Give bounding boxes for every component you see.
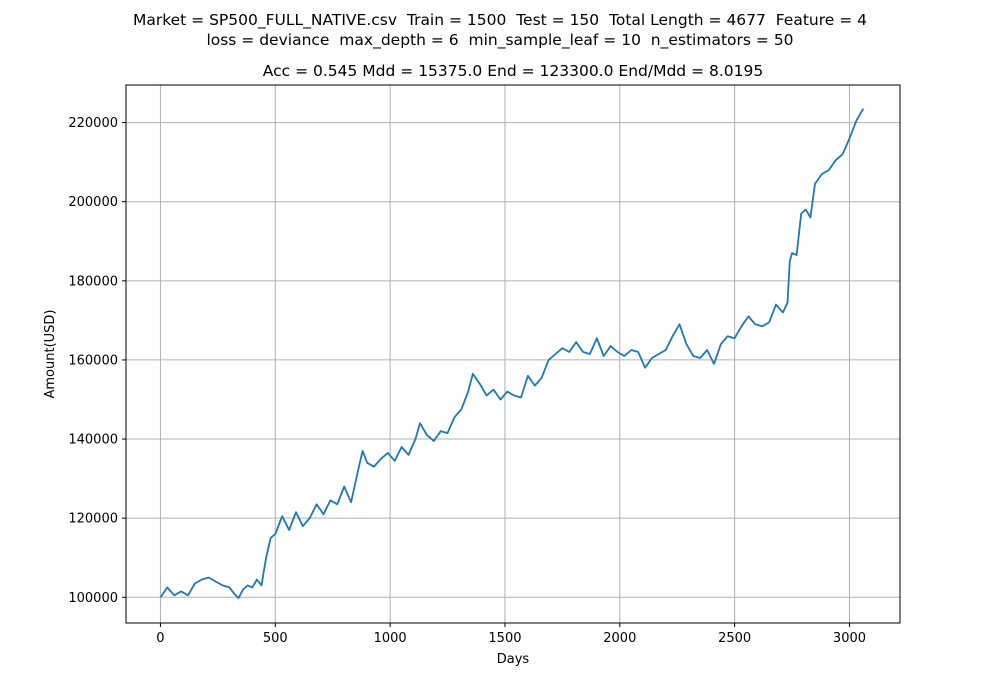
axis-ticks: 0 500 1000 1500 2000 2500 3000 100000 120000 1400… [68,116,866,646]
figure-suptitle-line-1: Market = SP500_FULL_NATIVE.csv Train = 1… [132,11,868,29]
y-tick-label: 160000 [68,353,118,368]
plot-area [159,108,865,599]
y-tick-label: 220000 [68,116,118,131]
figure-suptitle-line-2: loss = deviance max_depth = 6 min_sample… [206,31,794,49]
y-axis-label: Amount(USD) [43,309,58,398]
y-tick-label: 100000 [68,591,118,606]
x-tick-label: 1000 [374,631,407,646]
chart-title: Acc = 0.545 Mdd = 15375.0 End = 123300.0… [263,62,763,80]
x-tick-label: 1500 [488,631,521,646]
x-tick-label: 3000 [833,631,866,646]
x-tick-label: 2500 [718,631,751,646]
series-line [159,108,865,599]
x-axis-label: Days [497,652,530,667]
plot-frame [125,84,901,624]
grid [126,85,900,623]
y-tick-label: 140000 [68,433,118,448]
y-tick-label: 180000 [68,274,118,289]
x-tick-label: 500 [263,631,288,646]
x-tick-label: 0 [156,631,164,646]
x-tick-label: 2000 [603,631,636,646]
y-tick-label: 120000 [68,512,118,527]
y-tick-label: 200000 [68,195,118,210]
